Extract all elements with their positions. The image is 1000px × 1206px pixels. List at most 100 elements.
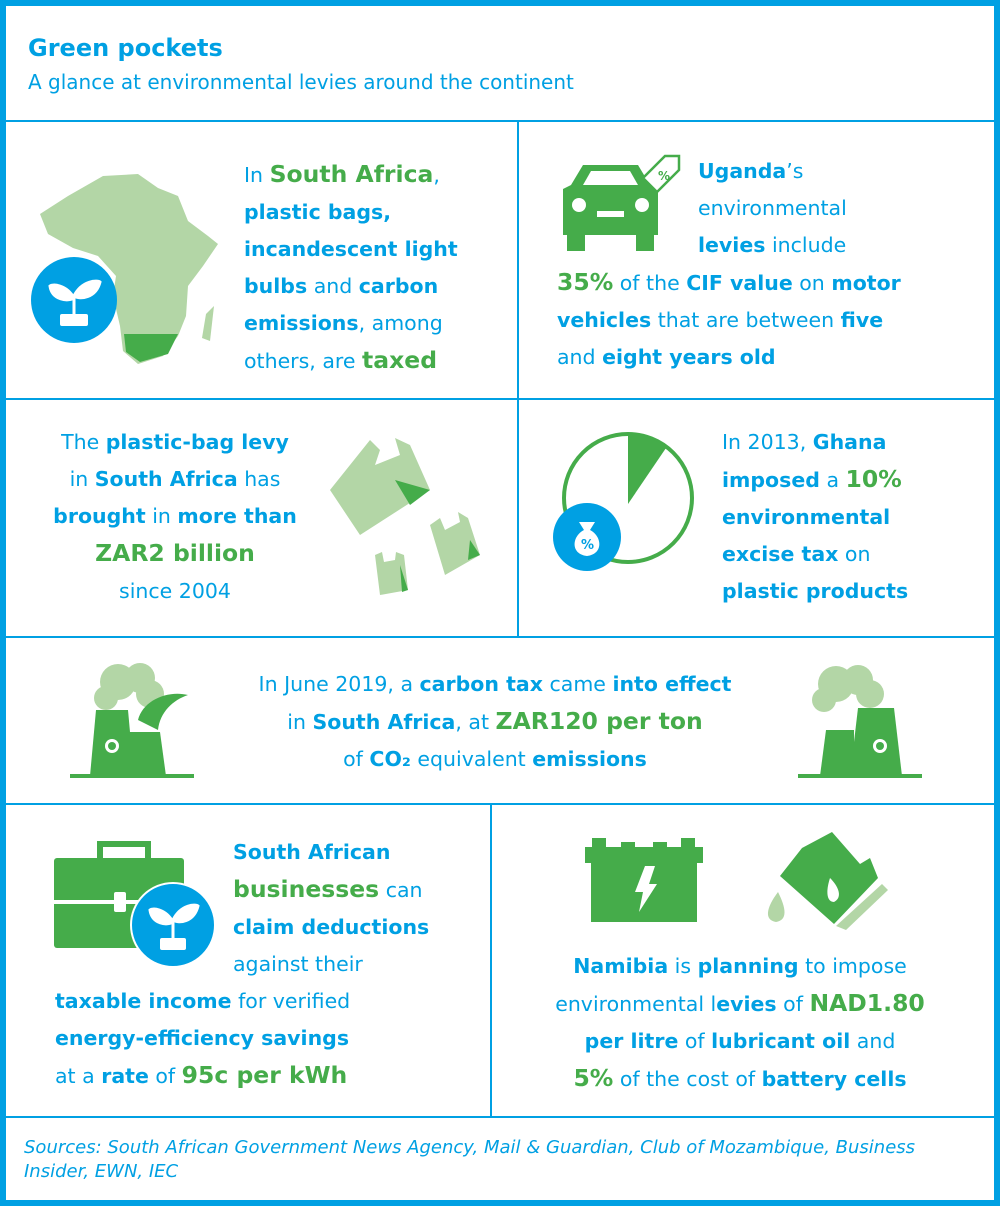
body-text: and bbox=[307, 274, 359, 298]
emphasis-text: bulbs bbox=[244, 274, 308, 298]
text-line: Uganda’s bbox=[557, 153, 901, 190]
body-text: In 2013, bbox=[722, 430, 813, 454]
highlight-figure: 5% bbox=[573, 1064, 614, 1092]
body-text: of the bbox=[613, 271, 687, 295]
text-line: others, are taxed bbox=[244, 342, 458, 380]
text-line: 5% of the cost of battery cells bbox=[500, 1060, 980, 1098]
emphasis-text: imposed bbox=[722, 468, 820, 492]
body-text: ’s bbox=[786, 159, 804, 183]
emphasis-text: carbon tax bbox=[419, 672, 543, 696]
body-text: others, are bbox=[244, 349, 362, 373]
emphasis-text: plastic-bag levy bbox=[105, 430, 289, 454]
emphasis-text: environmental bbox=[722, 505, 891, 529]
body-text: environmental bbox=[698, 196, 847, 220]
text-line: energy-efficiency savings bbox=[55, 1020, 429, 1057]
highlight-figure: ZAR120 per ton bbox=[495, 707, 703, 735]
body-text: on bbox=[838, 542, 871, 566]
emphasis-text: emissions bbox=[244, 311, 359, 335]
factory-icon bbox=[798, 665, 922, 778]
body-text: of bbox=[148, 1064, 182, 1088]
text-line: emissions, among bbox=[244, 305, 458, 342]
emphasis-text: South Africa bbox=[312, 710, 456, 734]
body-text: in bbox=[287, 710, 313, 734]
plant-icon bbox=[130, 882, 216, 968]
oil-can-icon bbox=[767, 832, 888, 930]
text-line: ZAR2 billion bbox=[20, 535, 330, 573]
divider bbox=[6, 636, 994, 638]
text-line: bulbs and carbon bbox=[244, 268, 458, 305]
emphasis-text: incandescent light bbox=[244, 237, 458, 261]
body-text: , bbox=[433, 163, 440, 187]
emphasis-text: Uganda bbox=[698, 159, 787, 183]
text-line: The plastic-bag levy bbox=[20, 424, 330, 461]
text-line: brought in more than bbox=[20, 498, 330, 535]
emphasis-text: battery cells bbox=[761, 1067, 907, 1091]
body-text: in bbox=[145, 504, 178, 528]
highlight-figure: 95c per kWh bbox=[181, 1061, 348, 1089]
text-line: imposed a 10% bbox=[722, 461, 908, 499]
body-text: at a bbox=[55, 1064, 102, 1088]
emphasis-text: evies bbox=[716, 992, 777, 1016]
body-text: on bbox=[792, 271, 832, 295]
car-icon bbox=[563, 165, 658, 251]
text-line: Namibia is planning to impose bbox=[500, 948, 980, 985]
africa-map-icon bbox=[40, 174, 218, 364]
money-bag-label: % bbox=[581, 538, 594, 553]
body-text: environmental l bbox=[555, 992, 717, 1016]
highlight-figure: South Africa bbox=[269, 160, 434, 188]
plastic-bag-icon bbox=[330, 438, 480, 595]
body-text: is bbox=[668, 954, 698, 978]
text-line: claim deductions bbox=[55, 909, 429, 946]
text-line: incandescent light bbox=[244, 231, 458, 268]
divider bbox=[517, 122, 519, 638]
panel-namibia-levies: Namibia is planning to impose environment… bbox=[500, 948, 980, 1098]
text-line: in South Africa has bbox=[20, 461, 330, 498]
body-text: that are between bbox=[651, 308, 841, 332]
highlight-figure: NAD1.80 bbox=[809, 989, 925, 1017]
text-line: per litre of lubricant oil and bbox=[500, 1023, 980, 1060]
emphasis-text: emissions bbox=[532, 747, 647, 771]
divider bbox=[6, 803, 994, 805]
emphasis-text: claim deductions bbox=[233, 915, 430, 939]
body-text: and bbox=[557, 345, 603, 369]
battery-icon bbox=[585, 838, 703, 922]
text-line: against their bbox=[55, 946, 429, 983]
text-line: In 2013, Ghana bbox=[722, 424, 908, 461]
text-line: levies include bbox=[557, 227, 901, 264]
text-line: at a rate of 95c per kWh bbox=[55, 1057, 429, 1095]
body-text: a bbox=[819, 468, 846, 492]
emphasis-text: CO₂ bbox=[369, 747, 411, 771]
emphasis-text: carbon bbox=[358, 274, 439, 298]
header: Green pockets A glance at environmental … bbox=[6, 6, 994, 122]
text-line: and eight years old bbox=[557, 339, 901, 376]
highlight-figure: ZAR2 billion bbox=[95, 539, 255, 567]
sources-note: Sources: South African Government News A… bbox=[24, 1137, 916, 1182]
text-line: plastic bags, bbox=[244, 194, 458, 231]
text-line: In South Africa, bbox=[244, 156, 458, 194]
text-line: environmental levies of NAD1.80 bbox=[500, 985, 980, 1023]
highlight-figure: 10% bbox=[845, 465, 902, 493]
emphasis-text: motor bbox=[831, 271, 901, 295]
emphasis-text: energy-efficiency savings bbox=[55, 1026, 350, 1050]
emphasis-text: South Africa bbox=[94, 467, 238, 491]
text-line: taxable income for verified bbox=[55, 983, 429, 1020]
body-text: of bbox=[343, 747, 370, 771]
text-line: in South Africa, at ZAR120 per ton bbox=[200, 703, 790, 741]
emphasis-text: plastic bags, bbox=[244, 200, 392, 224]
body-text: can bbox=[379, 878, 423, 902]
text-line: environmental bbox=[557, 190, 901, 227]
emphasis-text: eight years old bbox=[602, 345, 776, 369]
emphasis-text: lubricant oil bbox=[711, 1029, 851, 1053]
highlight-figure: taxed bbox=[362, 346, 438, 374]
page-subtitle: A glance at environmental levies around … bbox=[28, 70, 574, 94]
highlight-figure: 35% bbox=[557, 268, 614, 296]
page-title: Green pockets bbox=[28, 34, 223, 62]
emphasis-text: planning bbox=[697, 954, 799, 978]
body-text: equivalent bbox=[410, 747, 533, 771]
body-text: In bbox=[244, 163, 270, 187]
text-line: since 2004 bbox=[20, 573, 330, 610]
emphasis-text: plastic products bbox=[722, 579, 909, 603]
body-text: of bbox=[678, 1029, 712, 1053]
emphasis-text: brought bbox=[53, 504, 146, 528]
